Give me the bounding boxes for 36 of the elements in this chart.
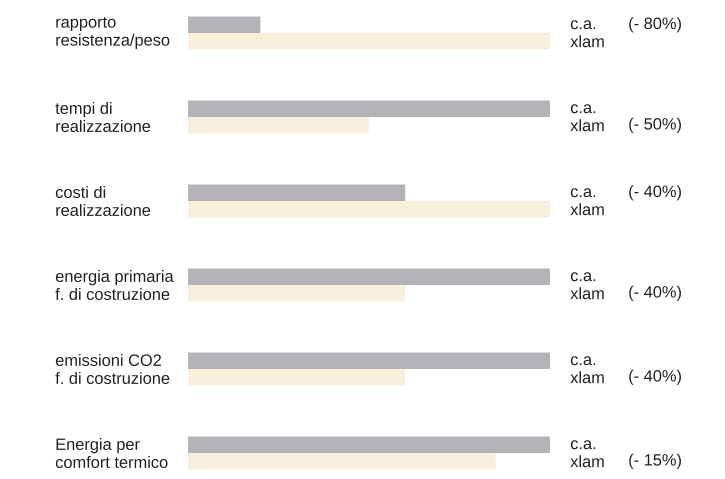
text: xlam [570, 455, 604, 468]
y-tick-label: Energia per comfort termico [56, 438, 168, 468]
y-tick-label: costi di realizzazione [56, 186, 150, 216]
bar [188, 184, 406, 201]
bar [188, 33, 550, 50]
text: c.a. [570, 272, 596, 282]
y-tick-label: energia primaria f. di costruzione [55, 270, 174, 300]
bar [188, 117, 370, 134]
text: (- 80%) [629, 17, 681, 32]
bar [188, 201, 550, 218]
bar [188, 268, 550, 286]
bar [188, 352, 550, 370]
text: c.a. [570, 188, 596, 198]
text: (- 50%) [629, 118, 681, 133]
text: xlam [570, 371, 604, 384]
text: (- 15%) [629, 454, 681, 469]
text: xlam [570, 287, 604, 300]
text: (- 40%) [629, 286, 681, 301]
text: c.a. [570, 20, 596, 30]
text: xlam [570, 203, 604, 216]
series-label: xlam [570, 35, 604, 48]
text: (- 40%) [629, 185, 681, 200]
text: c.a. [570, 356, 596, 366]
bar [188, 453, 496, 470]
y-tick-label: tempi di realizzazione [55, 102, 150, 132]
bar [188, 369, 406, 386]
y-tick-label: rapporto resistenza/peso [56, 16, 170, 50]
text: c.a. [570, 440, 596, 450]
bar [188, 285, 406, 302]
bar [188, 100, 550, 117]
text: xlam [570, 119, 604, 132]
y-tick-label: emissioni CO2 f. di costruzione [55, 354, 170, 384]
bar [188, 436, 550, 454]
series-label: c.a. [570, 104, 596, 114]
bar [188, 16, 260, 33]
text: (- 40%) [629, 370, 681, 385]
